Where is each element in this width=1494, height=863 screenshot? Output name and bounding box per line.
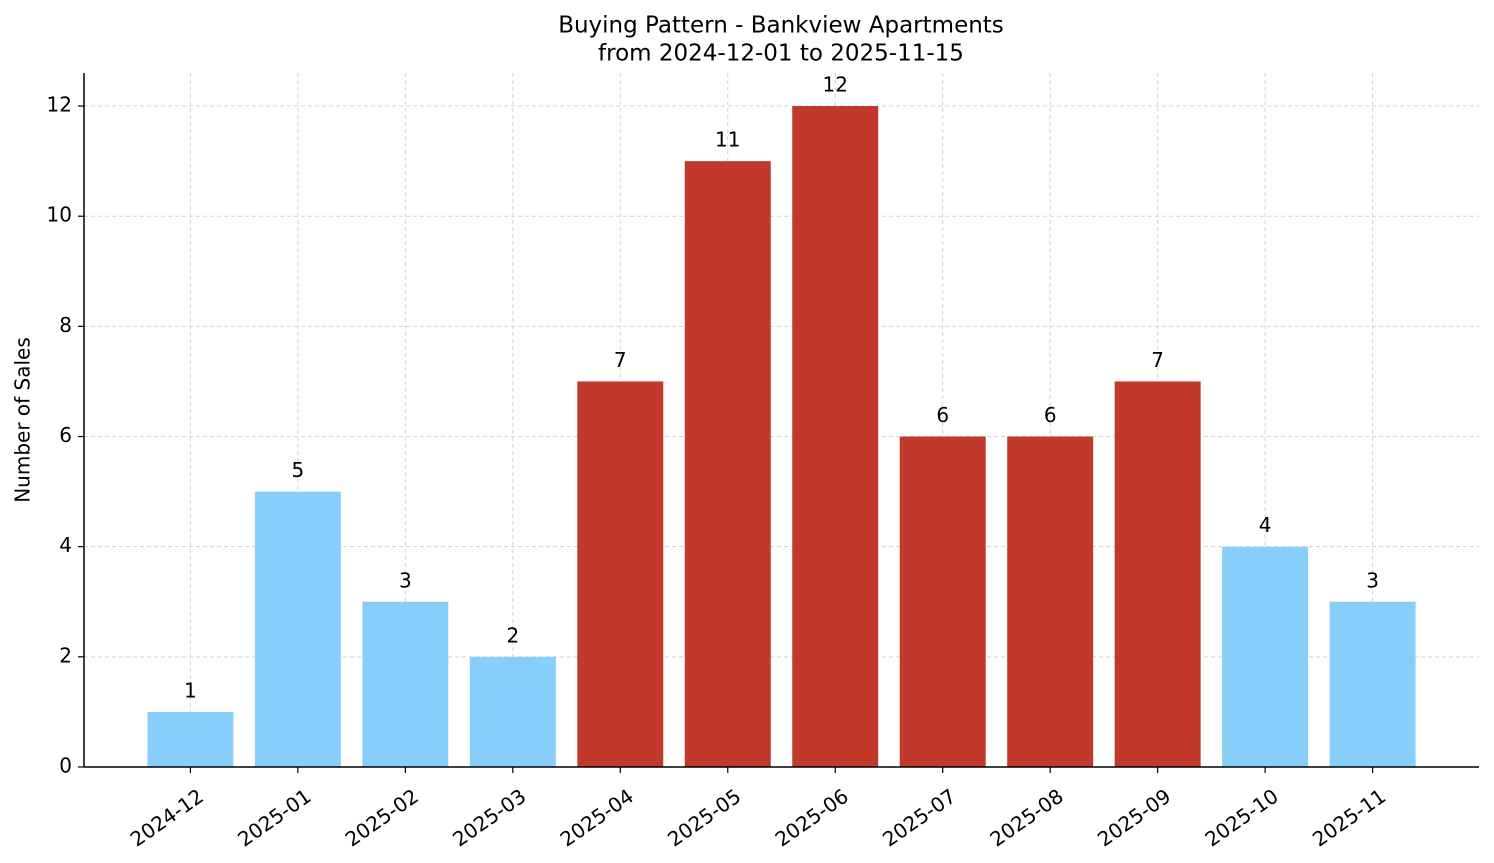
x-tick-label: 2025-07 (878, 784, 960, 852)
x-tick-label: 2025-02 (341, 784, 423, 852)
data-label: 7 (1151, 348, 1164, 372)
data-label: 7 (614, 348, 627, 372)
data-label: 12 (823, 73, 848, 97)
x-tick-label: 2024-12 (126, 784, 208, 852)
data-label: 1 (184, 678, 197, 702)
chart-title: Buying Pattern - Bankview Apartments (558, 13, 1004, 39)
y-tick-label: 0 (59, 754, 72, 778)
x-tick-label: 2025-03 (448, 784, 530, 852)
data-label: 2 (506, 623, 519, 647)
x-tick-label: 2025-05 (663, 784, 745, 852)
bar (254, 491, 341, 767)
y-tick-label: 6 (59, 423, 72, 447)
bar (469, 656, 556, 767)
x-tick-label: 2025-01 (233, 784, 315, 852)
x-tick-label: 2025-04 (556, 784, 638, 852)
bar (1222, 546, 1309, 767)
bar (792, 106, 879, 768)
bar (362, 601, 449, 767)
x-tick-label: 2025-09 (1093, 784, 1175, 852)
bar (899, 436, 986, 767)
x-tick-label: 2025-08 (986, 784, 1068, 852)
y-tick-label: 8 (59, 313, 72, 337)
bar (1114, 381, 1201, 767)
y-tick-label: 4 (59, 533, 72, 557)
bar (1329, 601, 1416, 767)
x-tick-label: 2025-10 (1200, 784, 1282, 852)
data-label: 4 (1259, 513, 1272, 537)
data-label: 3 (1366, 568, 1379, 592)
x-tick-label: 2025-06 (771, 784, 853, 852)
x-tick-label: 2025-11 (1308, 784, 1390, 852)
data-label: 6 (936, 403, 949, 427)
y-tick-label: 2 (59, 643, 72, 667)
y-axis-label: Number of Sales (11, 337, 35, 503)
bar (147, 711, 234, 767)
y-tick-label: 10 (47, 203, 72, 227)
data-label: 11 (715, 128, 740, 152)
bar (577, 381, 664, 767)
data-label: 6 (1044, 403, 1057, 427)
bar (1007, 436, 1094, 767)
bar (684, 161, 771, 768)
y-tick-label: 12 (47, 93, 72, 117)
chart-subtitle: from 2024-12-01 to 2025-11-15 (598, 41, 964, 67)
data-label: 3 (399, 568, 412, 592)
data-label: 5 (292, 458, 305, 482)
